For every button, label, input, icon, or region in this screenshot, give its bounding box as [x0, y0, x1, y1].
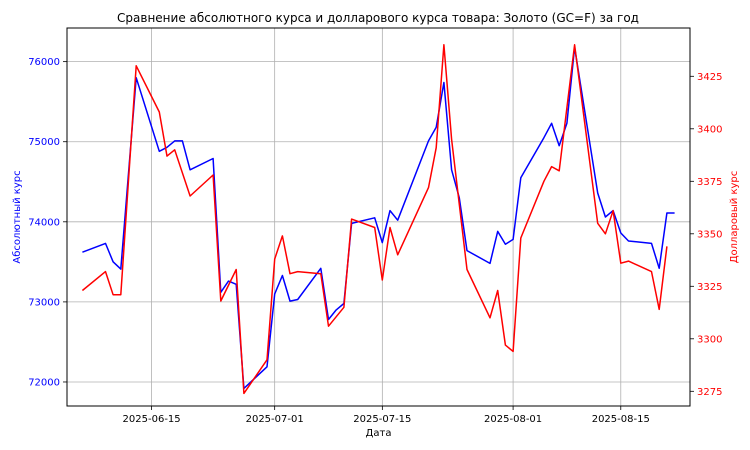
dollar-rate-line — [81, 44, 668, 395]
left-y-tick-label: 74000 — [28, 217, 60, 228]
right-y-tick-label: 3300 — [697, 334, 722, 345]
right-y-axis-label: Долларовый курс — [729, 171, 740, 264]
right-y-tick-label: 3350 — [697, 229, 722, 240]
axes: 2025-06-15 2025-07-01 2025-07-15 2025-08-01… — [28, 57, 722, 425]
chart-title: Сравнение абсолютного курса и долларовог… — [117, 11, 639, 25]
right-y-tick-label: 3275 — [697, 387, 722, 398]
grid — [67, 28, 690, 406]
x-tick-label: 2025-08-01 — [484, 414, 542, 425]
x-axis-label: Дата — [366, 428, 392, 439]
left-y-tick-label: 73000 — [28, 297, 60, 308]
right-y-tick-label: 3425 — [697, 72, 722, 83]
left-y-tick-label: 76000 — [28, 57, 60, 68]
right-y-tick-label: 3375 — [697, 177, 722, 188]
absolute-rate-line — [82, 46, 675, 390]
x-tick-label: 2025-06-15 — [123, 414, 181, 425]
left-y-tick-label: 72000 — [28, 377, 60, 388]
right-y-tick-label: 3400 — [697, 124, 722, 135]
left-y-tick-label: 75000 — [28, 137, 60, 148]
plot-frame — [66, 27, 691, 407]
right-y-tick-label: 3325 — [697, 282, 722, 293]
x-tick-label: 2025-07-01 — [246, 414, 304, 425]
x-tick-label: 2025-08-15 — [592, 414, 650, 425]
x-tick-label: 2025-07-15 — [353, 414, 411, 425]
left-y-axis-label: Абсолютный курс — [12, 170, 23, 263]
series-lines — [81, 44, 675, 395]
